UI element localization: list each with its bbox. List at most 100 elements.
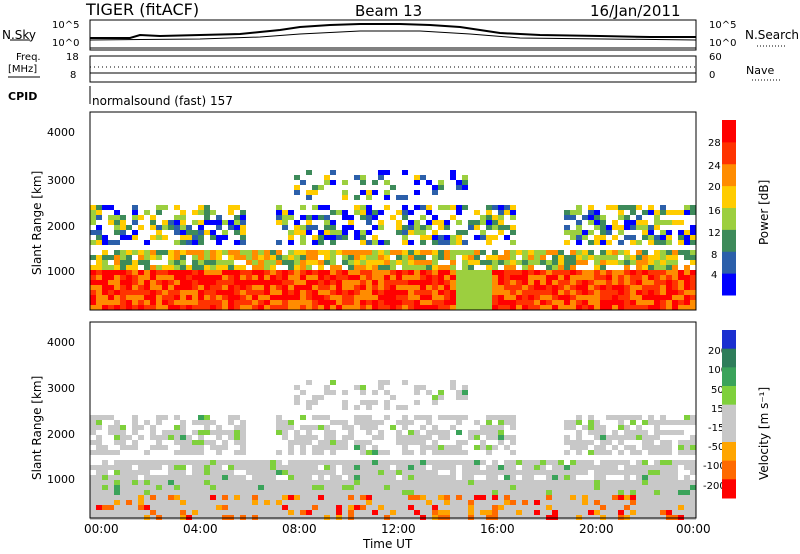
velocity-cell	[336, 420, 342, 425]
velocity-cell	[642, 465, 648, 470]
power-cell	[624, 260, 630, 265]
velocity-cell	[582, 480, 588, 485]
power-cell	[660, 220, 666, 225]
velocity-cell	[96, 480, 102, 485]
power-cell	[324, 205, 330, 210]
xtick-1200: 12:00	[381, 522, 416, 536]
power-cell	[240, 285, 246, 290]
power-cell	[186, 275, 192, 280]
power-cell	[666, 290, 672, 295]
velocity-cell	[504, 500, 510, 505]
power-cell	[420, 205, 426, 210]
power-cell	[180, 210, 186, 215]
power-cell	[630, 300, 636, 305]
velocity-cell	[192, 485, 198, 490]
power-cell	[552, 305, 558, 310]
velocity-cell	[462, 480, 468, 485]
velocity-cell	[606, 505, 612, 510]
power-cell	[444, 275, 450, 280]
velocity-cell	[162, 480, 168, 485]
velocity-cell	[90, 475, 96, 480]
power-cell	[678, 280, 684, 285]
power-cell	[504, 225, 510, 230]
velocity-cell	[90, 440, 96, 445]
velocity-cell	[378, 490, 384, 495]
velocity-cell	[366, 475, 372, 480]
power-cell	[210, 230, 216, 235]
power-cell	[168, 270, 174, 275]
velocity-cell	[366, 415, 372, 420]
power-cell	[96, 265, 102, 270]
power-cell	[228, 255, 234, 260]
power-cell	[372, 285, 378, 290]
power-cell	[216, 220, 222, 225]
velocity-cell	[384, 415, 390, 420]
power-cell	[408, 210, 414, 215]
power-cell	[318, 215, 324, 220]
power-cell	[606, 260, 612, 265]
velocity-cell	[288, 425, 294, 430]
power-cell	[534, 295, 540, 300]
power-cell	[366, 295, 372, 300]
velocity-cell	[342, 485, 348, 490]
velocity-cell	[288, 460, 294, 465]
velocity-cell	[462, 450, 468, 455]
velocity-cell	[648, 510, 654, 515]
velocity-cell	[318, 480, 324, 485]
velocity-cell	[294, 480, 300, 485]
velocity-cell	[606, 450, 612, 455]
velocity-cell	[324, 425, 330, 430]
power-cell	[102, 295, 108, 300]
power-cell	[150, 255, 156, 260]
velocity-cell	[288, 485, 294, 490]
power-cell	[228, 285, 234, 290]
power-cell	[678, 295, 684, 300]
power-cell	[690, 290, 696, 295]
power-cell	[672, 220, 678, 225]
velocity-cell	[384, 500, 390, 505]
velocity-cell	[384, 470, 390, 475]
velocity-cell	[474, 435, 480, 440]
power-cell	[312, 205, 318, 210]
velocity-cell	[150, 465, 156, 470]
velocity-cell	[210, 465, 216, 470]
power-cell	[408, 295, 414, 300]
velocity-cell	[306, 430, 312, 435]
power-cell	[204, 220, 210, 225]
velocity-cell	[414, 440, 420, 445]
power-cell	[672, 305, 678, 310]
power-cell	[204, 250, 210, 255]
velocity-cell	[312, 510, 318, 515]
velocity-cell	[582, 440, 588, 445]
power-cell	[330, 235, 336, 240]
velocity-cell	[654, 470, 660, 475]
velocity-cell	[276, 485, 282, 490]
velocity-cell	[462, 460, 468, 465]
power-cell	[654, 210, 660, 215]
velocity-cell	[132, 440, 138, 445]
velocity-cell	[456, 395, 462, 400]
velocity-cell	[198, 430, 204, 435]
velocity-cell	[144, 460, 150, 465]
power-cell	[156, 225, 162, 230]
velocity-cell	[576, 430, 582, 435]
power-cell	[108, 300, 114, 305]
velocity-cell	[564, 505, 570, 510]
power-cell	[174, 290, 180, 295]
power-cell	[624, 305, 630, 310]
velocity-cell	[390, 395, 396, 400]
velocity-cell	[306, 405, 312, 410]
velocity-cell	[210, 445, 216, 450]
power-cell	[690, 230, 696, 235]
velocity-cell	[108, 415, 114, 420]
power-cell	[114, 270, 120, 275]
power-cell	[660, 230, 666, 235]
velocity-cell	[360, 490, 366, 495]
velocity-cell	[474, 480, 480, 485]
power-cell	[618, 300, 624, 305]
power-cell	[546, 265, 552, 270]
power-cell	[342, 270, 348, 275]
velocity-cell	[234, 460, 240, 465]
power-cell	[450, 280, 456, 285]
power-cell	[612, 290, 618, 295]
